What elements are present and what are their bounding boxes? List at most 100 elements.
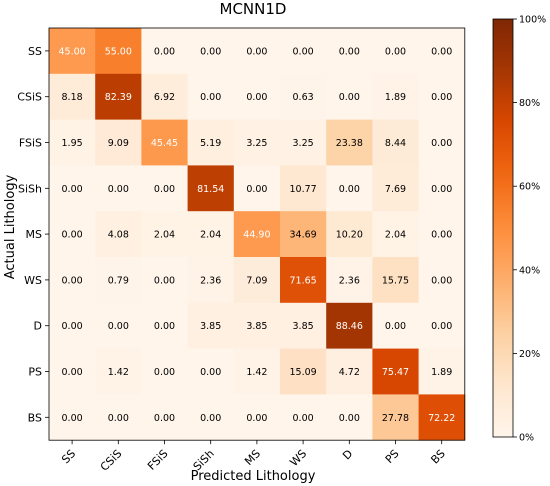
cell-value-label: 0.00 — [62, 184, 83, 195]
cell-value-label: 0.00 — [62, 413, 83, 424]
cell-value-label: 0.00 — [293, 413, 314, 424]
y-tick-label: FSiS — [19, 137, 42, 150]
heatmap-cell — [372, 348, 419, 395]
cell-value-label: 3.85 — [200, 321, 221, 332]
cell-value-label: 45.00 — [58, 46, 85, 57]
heatmap-cell — [49, 73, 96, 120]
heatmap-cell — [326, 165, 373, 212]
heatmap-cell — [326, 211, 373, 258]
heatmap-cell — [95, 348, 142, 395]
heatmap-cell — [187, 302, 235, 349]
colorbar-tick-label: 0% — [519, 433, 534, 444]
heatmap-cell — [187, 28, 235, 75]
cell-value-label: 0.00 — [339, 92, 360, 103]
heatmap-cell — [233, 257, 281, 304]
heatmap-cell — [372, 119, 419, 166]
y-tick-label: SS — [28, 45, 42, 58]
cell-value-label: 0.00 — [154, 184, 175, 195]
cell-value-label: 1.95 — [62, 138, 83, 149]
colorbar-tick-label: 40% — [519, 265, 540, 276]
heatmap-cell — [141, 211, 188, 258]
heatmap-cell — [141, 302, 188, 349]
heatmap-cell — [418, 73, 466, 120]
cell-value-label: 55.00 — [105, 46, 132, 57]
cell-value-label: 0.00 — [154, 413, 175, 424]
cell-value-label: 0.00 — [108, 413, 129, 424]
heatmap-cell — [280, 302, 327, 349]
y-tick-label: CSiS — [17, 91, 42, 104]
heatmap-cell — [280, 257, 327, 304]
heatmap-cell — [418, 394, 466, 441]
cell-value-label: 0.00 — [431, 138, 452, 149]
cell-value-label: 0.00 — [62, 275, 83, 286]
heatmap-cell — [372, 257, 419, 304]
heatmap-cell — [95, 165, 142, 212]
heatmap-cell — [141, 119, 188, 166]
cell-value-label: 1.89 — [385, 92, 406, 103]
heatmap-cell — [326, 348, 373, 395]
heatmap-cell — [233, 348, 281, 395]
heatmap-cell-labels: 45.00 55.00 0.00 0.00 0.00 0.00 0.00 0.00 0.00 8.… — [58, 46, 455, 423]
heatmap-cell — [280, 211, 327, 258]
heatmap-cell — [49, 348, 96, 395]
cell-value-label: 0.00 — [154, 367, 175, 378]
cell-value-label: 45.45 — [151, 138, 178, 149]
cell-value-label: 3.85 — [246, 321, 267, 332]
y-tick-label: SiSh — [18, 182, 42, 195]
y-tick-label: MS — [26, 228, 42, 241]
heatmap-cell — [233, 165, 281, 212]
cell-value-label: 2.04 — [200, 230, 221, 241]
heatmap-cell — [187, 211, 235, 258]
heatmap-cell — [49, 119, 96, 166]
cell-value-label: 1.42 — [246, 367, 267, 378]
heatmap-cells — [49, 28, 466, 441]
cell-value-label: 5.19 — [200, 138, 221, 149]
heatmap-cell — [95, 119, 142, 166]
x-tick-label: CSiS — [98, 447, 125, 474]
heatmap-cell — [418, 165, 466, 212]
x-tick-label: FSiS — [145, 447, 171, 473]
heatmap-cell — [95, 211, 142, 258]
heatmap-cell — [280, 73, 327, 120]
cell-value-label: 0.00 — [339, 46, 360, 57]
heatmap-cell — [95, 302, 142, 349]
heatmap-cell — [418, 302, 466, 349]
heatmap-cell — [280, 348, 327, 395]
colorbar-gradient — [492, 18, 514, 438]
x-tick-label: MS — [242, 447, 263, 468]
cell-value-label: 75.47 — [382, 367, 409, 378]
cell-value-label: 0.00 — [246, 92, 267, 103]
heatmap-cell — [418, 257, 466, 304]
heatmap-cell — [187, 257, 235, 304]
cell-value-label: 2.04 — [154, 230, 175, 241]
x-tick-label: D — [340, 447, 355, 462]
heatmap-cell — [372, 211, 419, 258]
y-axis-label: Actual Lithology — [3, 174, 18, 279]
heatmap-cell — [233, 302, 281, 349]
heatmap-cell — [95, 28, 142, 75]
cell-value-label: 0.00 — [246, 46, 267, 57]
cell-value-label: 7.69 — [385, 184, 406, 195]
cell-value-label: 15.75 — [382, 275, 409, 286]
heatmap-cell — [372, 394, 419, 441]
cell-value-label: 0.00 — [62, 230, 83, 241]
cell-value-label: 10.20 — [336, 230, 363, 241]
cell-value-label: 0.00 — [62, 367, 83, 378]
heatmap-cell — [418, 211, 466, 258]
cell-value-label: 0.00 — [200, 413, 221, 424]
cell-value-label: 0.00 — [62, 321, 83, 332]
heatmap-cell — [326, 257, 373, 304]
x-axis-label: Predicted Lithology — [191, 469, 316, 484]
cell-value-label: 2.36 — [200, 275, 221, 286]
heatmap-cell — [280, 165, 327, 212]
heatmap-cell — [187, 394, 235, 441]
cell-value-label: 2.04 — [385, 230, 406, 241]
cell-value-label: 0.63 — [293, 92, 314, 103]
heatmap-cell — [280, 394, 327, 441]
heatmap-cell — [418, 28, 466, 75]
cell-value-label: 0.00 — [200, 46, 221, 57]
cell-value-label: 4.72 — [339, 367, 360, 378]
heatmap-cell — [141, 257, 188, 304]
cell-value-label: 82.39 — [105, 92, 132, 103]
colorbar: 0% 20% 40% 60% 80% 100% — [492, 15, 546, 444]
